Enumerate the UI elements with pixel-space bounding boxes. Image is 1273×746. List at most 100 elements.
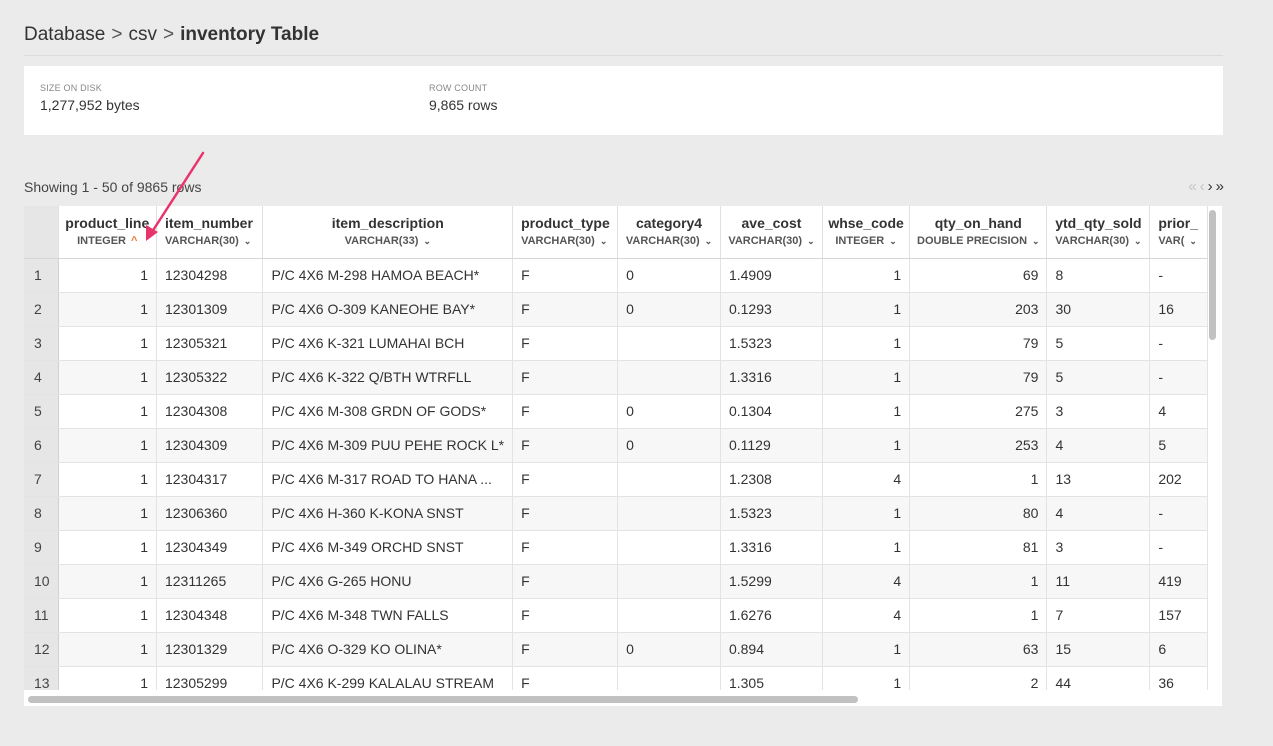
table-cell[interactable]: 1: [58, 292, 157, 327]
table-cell[interactable]: 6: [1149, 632, 1208, 667]
table-cell[interactable]: 1: [58, 428, 157, 463]
table-row[interactable]: 5 1 12304308 P/C 4X6 M-308 GRDN OF GODS* F 0 0…: [24, 394, 1208, 429]
table-cell[interactable]: 4: [822, 564, 911, 599]
table-cell[interactable]: P/C 4X6 O-309 KANEOHE BAY*: [262, 292, 514, 327]
chevron-down-icon[interactable]: ⌄: [807, 236, 815, 246]
table-cell[interactable]: 4: [822, 598, 911, 633]
table-cell[interactable]: 1: [58, 666, 157, 690]
table-cell[interactable]: 1.4909: [720, 258, 824, 293]
breadcrumb-database[interactable]: Database: [24, 24, 106, 45]
table-cell[interactable]: 36: [1149, 666, 1208, 690]
table-cell[interactable]: 44: [1046, 666, 1151, 690]
table-cell[interactable]: 0: [617, 394, 721, 429]
table-cell[interactable]: -: [1149, 530, 1208, 565]
table-cell[interactable]: 1: [822, 360, 911, 395]
table-cell[interactable]: 1: [822, 530, 911, 565]
table-cell[interactable]: 1: [58, 462, 157, 497]
table-cell[interactable]: 0.1129: [720, 428, 824, 463]
chevron-down-icon[interactable]: ⌄: [599, 236, 608, 246]
table-row[interactable]: 8 1 12306360 P/C 4X6 H-360 K-KONA SNST F 1.53…: [24, 496, 1208, 531]
table-cell[interactable]: 12304309: [156, 428, 264, 463]
table-row[interactable]: 7 1 12304317 P/C 4X6 M-317 ROAD TO HANA ...…: [24, 462, 1208, 497]
table-cell[interactable]: 1: [822, 258, 911, 293]
table-row[interactable]: 1 1 12304298 P/C 4X6 M-298 HAMOA BEACH* F 0 1.…: [24, 258, 1208, 293]
table-cell[interactable]: P/C 4X6 M-348 TWN FALLS: [262, 598, 514, 633]
table-cell[interactable]: F: [512, 598, 619, 633]
column-header-8[interactable]: ytd_qty_sold VARCHAR(30) ⌄: [1046, 206, 1151, 259]
table-cell[interactable]: 12301329: [156, 632, 264, 667]
table-cell[interactable]: 81: [909, 530, 1048, 565]
table-cell[interactable]: 12305299: [156, 666, 264, 690]
table-cell[interactable]: 4: [822, 462, 911, 497]
table-cell[interactable]: 1: [822, 632, 911, 667]
table-cell[interactable]: 79: [909, 326, 1048, 361]
table-cell[interactable]: 1: [822, 666, 911, 690]
sort-asc-icon[interactable]: ^: [131, 235, 138, 247]
table-cell[interactable]: 12304348: [156, 598, 264, 633]
table-cell[interactable]: P/C 4X6 M-298 HAMOA BEACH*: [262, 258, 514, 293]
table-cell[interactable]: [617, 666, 721, 690]
column-header-7[interactable]: qty_on_hand DOUBLE PRECISION ⌄: [909, 206, 1048, 259]
table-cell[interactable]: 3: [1046, 394, 1151, 429]
table-cell[interactable]: F: [512, 564, 619, 599]
table-cell[interactable]: 79: [909, 360, 1048, 395]
column-header-2[interactable]: item_description VARCHAR(33) ⌄: [262, 206, 514, 259]
column-header-1[interactable]: item_number VARCHAR(30) ⌄: [156, 206, 264, 259]
chevron-down-icon[interactable]: ⌄: [1032, 236, 1040, 246]
table-cell[interactable]: P/C 4X6 M-317 ROAD TO HANA ...: [262, 462, 514, 497]
table-cell[interactable]: 1: [909, 598, 1048, 633]
table-row[interactable]: 11 1 12304348 P/C 4X6 M-348 TWN FALLS F 1.627…: [24, 598, 1208, 633]
table-cell[interactable]: P/C 4X6 M-308 GRDN OF GODS*: [262, 394, 514, 429]
table-cell[interactable]: 11: [1046, 564, 1151, 599]
table-cell[interactable]: 1: [58, 258, 157, 293]
chevron-down-icon[interactable]: ⌄: [704, 236, 713, 246]
table-cell[interactable]: 0: [617, 632, 721, 667]
table-cell[interactable]: 12301309: [156, 292, 264, 327]
column-header-5[interactable]: ave_cost VARCHAR(30) ⌄: [720, 206, 824, 259]
table-cell[interactable]: 69: [909, 258, 1048, 293]
table-cell[interactable]: 80: [909, 496, 1048, 531]
table-cell[interactable]: 1: [822, 496, 911, 531]
table-cell[interactable]: 30: [1046, 292, 1151, 327]
table-cell[interactable]: 202: [1149, 462, 1208, 497]
table-cell[interactable]: [617, 564, 721, 599]
table-cell[interactable]: 1: [58, 564, 157, 599]
table-cell[interactable]: 7: [1046, 598, 1151, 633]
table-cell[interactable]: 0.1293: [720, 292, 824, 327]
table-cell[interactable]: P/C 4X6 O-329 KO OLINA*: [262, 632, 514, 667]
table-cell[interactable]: [617, 496, 721, 531]
table-cell[interactable]: [617, 326, 721, 361]
table-cell[interactable]: [617, 360, 721, 395]
table-cell[interactable]: 12304317: [156, 462, 264, 497]
first-page-button[interactable]: «: [1188, 178, 1196, 195]
table-cell[interactable]: 0: [617, 292, 721, 327]
table-cell[interactable]: 4: [1046, 428, 1151, 463]
table-cell[interactable]: 12304308: [156, 394, 264, 429]
table-cell[interactable]: 1: [58, 326, 157, 361]
table-cell[interactable]: 1: [58, 530, 157, 565]
column-header-0[interactable]: product_line INTEGER ^: [58, 206, 157, 259]
last-page-button[interactable]: »: [1215, 178, 1224, 195]
table-cell[interactable]: 1: [58, 496, 157, 531]
column-header-4[interactable]: category4 VARCHAR(30) ⌄: [617, 206, 721, 259]
table-row[interactable]: 12 1 12301329 P/C 4X6 O-329 KO OLINA* F 0 0.89…: [24, 632, 1208, 667]
table-row[interactable]: 9 1 12304349 P/C 4X6 M-349 ORCHD SNST F 1.331…: [24, 530, 1208, 565]
table-cell[interactable]: 1: [58, 394, 157, 429]
table-cell[interactable]: 4: [1149, 394, 1208, 429]
table-cell[interactable]: 12311265: [156, 564, 264, 599]
table-cell[interactable]: 12304349: [156, 530, 264, 565]
table-cell[interactable]: [617, 462, 721, 497]
table-cell[interactable]: 1: [58, 598, 157, 633]
chevron-down-icon[interactable]: ⌄: [889, 236, 897, 246]
table-cell[interactable]: 12306360: [156, 496, 264, 531]
table-cell[interactable]: F: [512, 394, 619, 429]
table-cell[interactable]: 2: [909, 666, 1048, 690]
table-cell[interactable]: [617, 598, 721, 633]
table-cell[interactable]: 1: [909, 462, 1048, 497]
table-cell[interactable]: F: [512, 360, 619, 395]
table-cell[interactable]: 5: [1046, 326, 1151, 361]
horizontal-scrollbar[interactable]: [28, 696, 858, 703]
table-cell[interactable]: F: [512, 428, 619, 463]
table-cell[interactable]: 157: [1149, 598, 1208, 633]
table-cell[interactable]: 1.6276: [720, 598, 824, 633]
